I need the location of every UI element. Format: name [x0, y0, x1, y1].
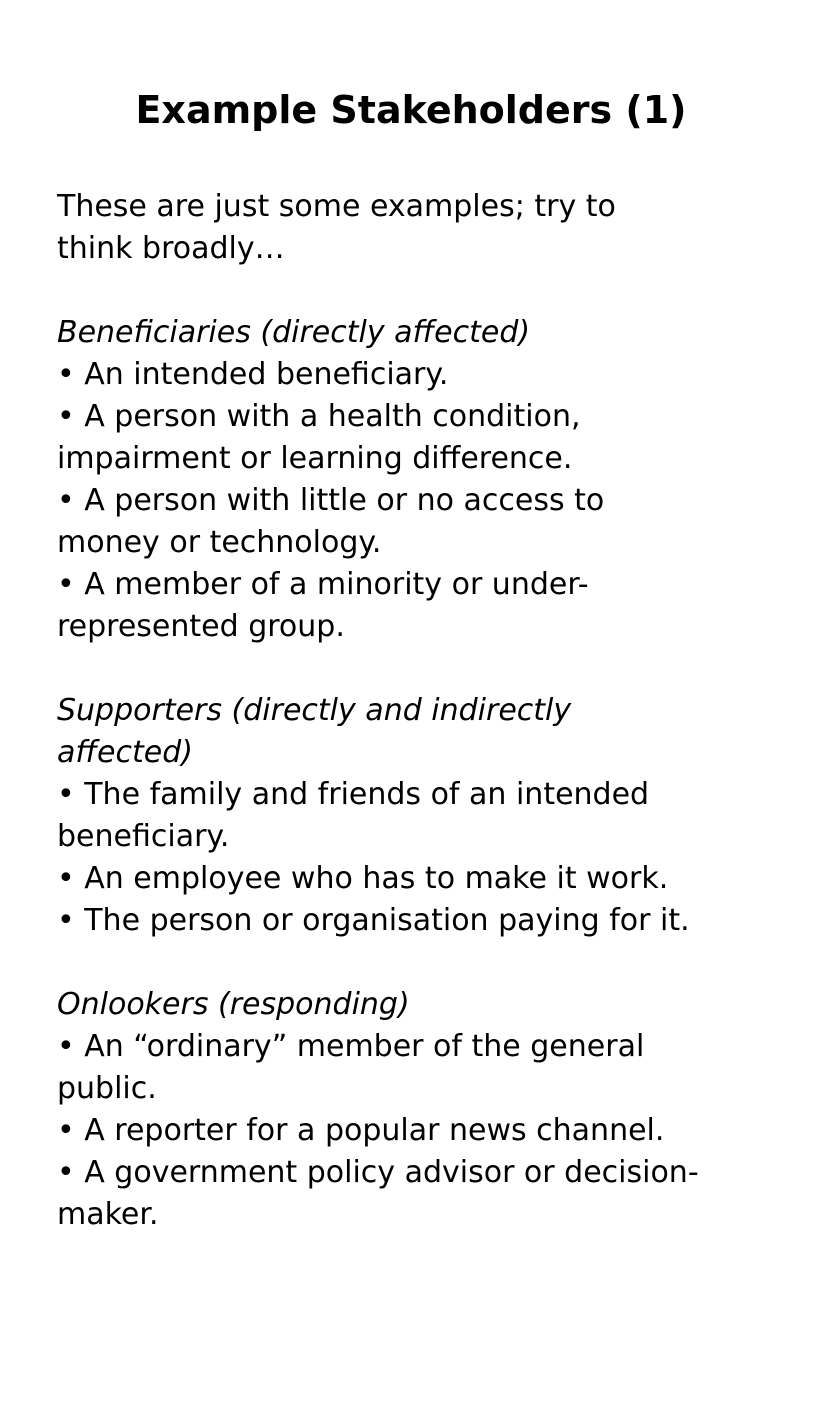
list-item: • A person with little or no access to — [57, 483, 605, 518]
list-item: maker. — [57, 1197, 159, 1232]
section-heading-onlookers: Onlookers (responding) — [57, 987, 410, 1022]
list-item: represented group. — [57, 609, 345, 644]
section-heading-beneficiaries: Beneficiaries (directly affected) — [57, 315, 531, 350]
spacer — [57, 648, 777, 690]
section-heading-supporters: affected) — [57, 735, 193, 770]
section-heading-supporters: Supporters (directly and indirectly — [57, 693, 572, 728]
list-item: • A member of a minority or under- — [57, 567, 589, 602]
list-item: • A government policy advisor or decisio… — [57, 1155, 699, 1190]
list-item: • A person with a health condition, — [57, 399, 581, 434]
page-title: Example Stakeholders (1) — [135, 88, 687, 132]
slide: Example Stakeholders (1) These are just … — [57, 0, 777, 1236]
list-item: • An employee who has to make it work. — [57, 861, 669, 896]
intro-line: think broadly… — [57, 231, 285, 266]
spacer — [57, 942, 777, 984]
list-item: • An “ordinary” member of the general — [57, 1029, 645, 1064]
list-item: • The family and friends of an intended — [57, 777, 650, 812]
list-item: • The person or organisation paying for … — [57, 903, 690, 938]
list-item: beneficiary. — [57, 819, 230, 854]
list-item: money or technology. — [57, 525, 382, 560]
list-item: impairment or learning difference. — [57, 441, 573, 476]
list-item: • A reporter for a popular news channel. — [57, 1113, 665, 1148]
slide-body: These are just some examples; try to thi… — [57, 101, 777, 1236]
intro-line: These are just some examples; try to — [57, 189, 616, 224]
list-item: public. — [57, 1071, 157, 1106]
spacer — [57, 270, 777, 312]
list-item: • An intended beneficiary. — [57, 357, 449, 392]
